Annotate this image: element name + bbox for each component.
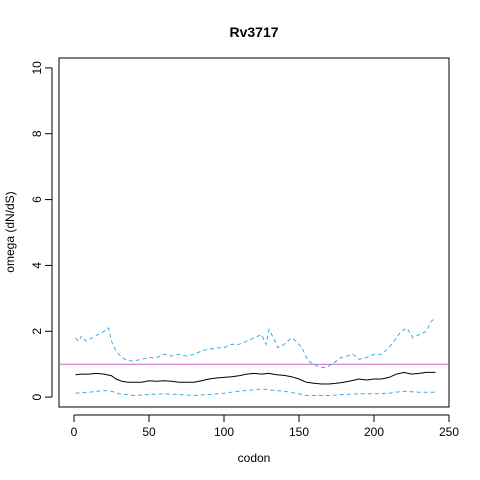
series-line-lower bbox=[75, 388, 436, 397]
x-tick-label: 150 bbox=[289, 425, 309, 439]
y-tick-label: 0 bbox=[30, 393, 44, 400]
y-axis: 0 2 4 6 8 10 bbox=[30, 61, 53, 400]
series-line-upper bbox=[75, 317, 436, 368]
y-tick-label: 2 bbox=[30, 328, 44, 335]
plot-frame bbox=[58, 57, 450, 408]
x-tick-label: 50 bbox=[142, 425, 156, 439]
x-axis: 0 50 100 150 200 250 bbox=[71, 414, 459, 439]
chart-title: Rv3717 bbox=[229, 24, 278, 40]
x-tick-label: 100 bbox=[214, 425, 234, 439]
y-tick-label: 8 bbox=[30, 130, 44, 137]
series-layer bbox=[59, 317, 449, 397]
x-axis-label: codon bbox=[238, 451, 271, 465]
series-line-estimate bbox=[75, 371, 436, 385]
y-axis-label: omega (dN/dS) bbox=[3, 191, 17, 272]
y-tick-label: 10 bbox=[30, 61, 44, 75]
y-tick-label: 4 bbox=[30, 262, 44, 269]
y-tick-label: 6 bbox=[30, 196, 44, 203]
x-tick-label: 250 bbox=[439, 425, 459, 439]
x-tick-label: 200 bbox=[364, 425, 384, 439]
x-tick-label: 0 bbox=[71, 425, 78, 439]
